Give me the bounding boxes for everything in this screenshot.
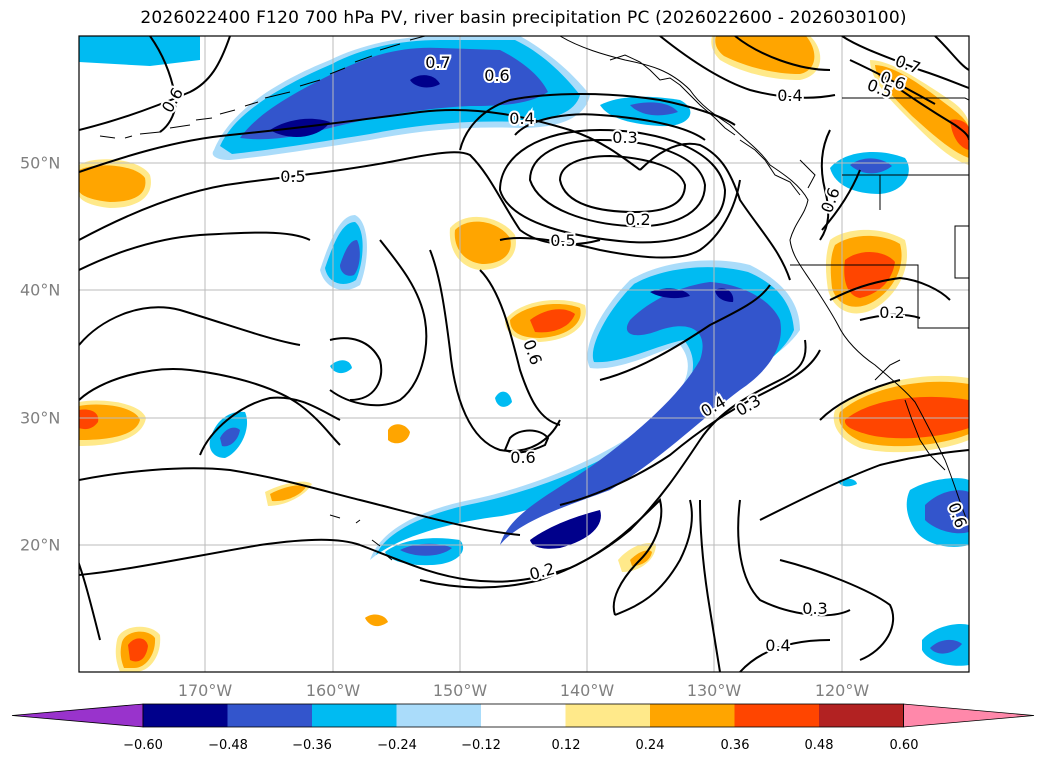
svg-text:0.4: 0.4 [509, 109, 534, 128]
svg-text:0.6: 0.6 [510, 448, 535, 467]
colorbar-segment [396, 704, 482, 727]
colorbar-extend-high [903, 703, 1035, 728]
colorbar-tick: 0.60 [889, 738, 919, 753]
svg-text:0.4: 0.4 [777, 86, 802, 105]
colorbar-segment [650, 704, 735, 727]
lon-label-120w: 120°W [814, 681, 870, 700]
lat-label-20n: 20°N [20, 535, 61, 555]
contour-label: 0.6 [508, 446, 537, 469]
contour-label: 0.2 [877, 301, 906, 324]
lat-label-40n: 40°N [20, 280, 61, 300]
lon-label-130w: 130°W [686, 681, 742, 700]
contour-label: 0.5 [548, 229, 577, 252]
contour-label: 0.3 [800, 597, 829, 620]
svg-text:0.3: 0.3 [612, 128, 637, 147]
contour-label: 0.5 [278, 165, 307, 188]
svg-text:0.3: 0.3 [802, 599, 827, 618]
colorbar [11, 703, 1035, 728]
svg-text:0.5: 0.5 [280, 167, 305, 186]
svg-text:0.4: 0.4 [765, 636, 790, 655]
colorbar-tick: −0.24 [377, 738, 417, 753]
colorbar-segment [227, 704, 313, 727]
contour-label: 0.3 [610, 126, 639, 149]
contour-label: 0.4 [775, 84, 804, 107]
contour-label: 0.2 [525, 557, 559, 586]
contour-label: 0.6 [482, 64, 511, 87]
colorbar-segment [565, 704, 651, 727]
map-frame [78, 35, 970, 673]
colorbar-segment [312, 704, 397, 727]
colorbar-tick: −0.36 [292, 738, 332, 753]
colorbar-tick: 0.48 [804, 738, 834, 753]
contour-label: 0.7 [423, 51, 452, 74]
lon-label-170w: 170°W [177, 681, 233, 700]
contour-label: 0.6 [156, 82, 189, 118]
colorbar-extend-low [11, 703, 144, 728]
svg-text:0.2: 0.2 [879, 303, 904, 322]
svg-text:0.5: 0.5 [550, 231, 575, 250]
contour-label-layer: 0.70.60.60.40.30.40.70.60.50.50.20.50.60… [156, 49, 973, 657]
lon-label-140w: 140°W [559, 681, 615, 700]
colorbar-tick: 0.12 [551, 738, 581, 753]
lat-label-50n: 50°N [20, 153, 61, 173]
svg-text:0.7: 0.7 [425, 53, 450, 72]
colorbar-segment [734, 704, 820, 727]
svg-text:0.2: 0.2 [527, 559, 557, 584]
colorbar-tick: −0.12 [461, 738, 501, 753]
svg-text:0.2: 0.2 [625, 210, 650, 229]
colorbar-tick: −0.60 [123, 738, 163, 753]
coastline-layer [99, 36, 969, 561]
lat-label-30n: 30°N [20, 408, 61, 428]
colorbar-tick: 0.24 [635, 738, 665, 753]
contour-label: 0.2 [623, 208, 652, 231]
colorbar-tick: 0.36 [720, 738, 750, 753]
lon-label-160w: 160°W [305, 681, 361, 700]
colorbar-segment [481, 704, 566, 727]
contour-label: 0.6 [815, 183, 846, 217]
contour-label: 0.4 [763, 634, 792, 657]
colorbar-segment [143, 704, 228, 727]
pv-contour-layer [79, 36, 969, 672]
contour-label: 0.4 [507, 107, 536, 130]
colorbar-segment [819, 704, 904, 727]
map-title: 2026022400 F120 700 hPa PV, river basin … [140, 8, 907, 28]
lon-label-150w: 150°W [432, 681, 488, 700]
svg-text:0.6: 0.6 [484, 66, 509, 85]
colorbar-tick: −0.48 [208, 738, 248, 753]
